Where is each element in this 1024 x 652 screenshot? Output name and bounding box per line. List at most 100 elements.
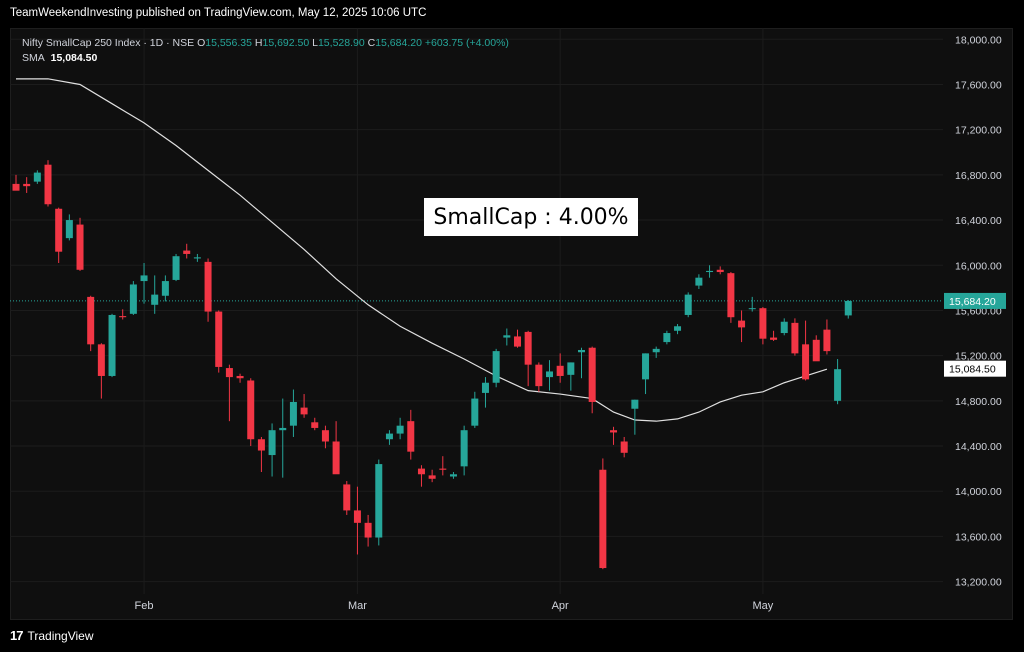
sma-value: 15,084.50 [50,52,98,64]
candle-body [97,344,105,376]
candle-body [716,269,724,273]
symbol-label: Nifty SmallCap 250 Index · 1D · NSE [22,37,195,49]
candle-body [76,224,84,270]
candle-body [706,270,714,273]
sma-price-badge [944,360,1006,377]
candle-body [65,220,73,239]
candle-body [108,314,116,376]
candle-body [513,336,521,347]
candle-body [247,380,255,440]
candle-body [567,362,575,375]
candle-body [642,353,650,380]
chart-area[interactable] [10,28,1013,620]
candle-body [193,257,201,259]
candle-body [503,335,511,338]
candle-body [23,183,31,187]
candle-body [780,321,788,334]
candle-body [151,294,159,305]
candle-body [695,277,703,286]
candle-body [140,275,148,282]
y-tick-label: 17,600.00 [955,79,1002,91]
candle-body [289,401,297,426]
candle-body [204,261,212,312]
candle-body [279,427,287,431]
candle-body [44,164,52,205]
candle-body [844,300,852,316]
candle-body [385,433,393,440]
candle-body [727,273,735,318]
annotation-box: SmallCap : 4.00% [424,198,638,236]
tradingview-brand: TradingView [27,628,94,643]
sma-line [16,78,828,422]
y-tick-label: 18,000.00 [955,34,1002,46]
open-value: 15,556.35 [205,37,252,49]
close-label: C [367,37,376,49]
y-tick-label: 16,800.00 [955,170,1002,182]
candle-body [823,329,831,352]
candle-body [802,344,810,380]
candle-body [332,441,340,475]
candle-body [631,399,639,409]
candle-body [535,364,543,387]
candle-body [343,484,351,511]
candle-body [428,475,436,479]
candle-body [599,469,607,569]
candle-body [364,522,372,538]
candle-body [663,333,671,343]
sma-label: SMA [22,52,45,64]
high-label: H [254,37,263,49]
candle-body [620,441,628,453]
candle-body [417,468,425,475]
candle-body [87,296,95,345]
candle-body [812,339,820,362]
candle-body [471,398,479,426]
candle-body [684,294,692,315]
sma-price-text: 15,084.50 [949,364,996,376]
candle-body [375,464,383,538]
candle-body [129,284,137,314]
candle-body [268,430,276,456]
candle-body [161,281,169,296]
y-tick-label: 14,800.00 [955,396,1002,408]
candle-body [119,316,127,318]
last-price-badge [944,292,1006,309]
candle-body [652,348,660,353]
x-tick-label: May [753,600,774,612]
candle-body [236,375,244,379]
sma-legend: SMA 15,084.50 [22,52,97,64]
change-value: +603.75 (+4.00%) [424,37,509,49]
candle-body [524,331,532,365]
ohlc-legend: Nifty SmallCap 250 Index · 1D · NSE O15,… [22,37,509,49]
y-tick-label: 16,000.00 [955,260,1002,272]
candle-body [407,421,415,452]
candle-body [257,439,265,451]
published-header: TeamWeekendInvesting published on Tradin… [10,7,427,19]
candle-body [588,347,596,402]
candle-body [300,407,308,415]
x-tick-label: Feb [135,600,154,612]
candle-body [311,422,319,428]
candle-body [460,430,468,467]
open-label: O [197,37,206,49]
candle-body [439,468,447,470]
candle-body [546,371,553,378]
candle-body [55,208,63,252]
candle-body [770,337,778,340]
y-tick-label: 13,200.00 [955,577,1002,589]
tradingview-footer: 17 TradingView [10,628,94,643]
candle-body [33,172,41,182]
candle-body [183,250,191,254]
candle-body [321,430,329,442]
candle-body [738,320,746,328]
close-value: 15,684.20 [375,37,422,49]
y-tick-label: 14,400.00 [955,441,1002,453]
y-tick-label: 17,200.00 [955,125,1002,137]
candle-body [578,349,586,353]
candle-body [449,474,457,477]
candle-body [674,326,682,331]
low-label: L [312,37,318,49]
candle-body [481,382,489,393]
high-value: 15,692.50 [262,37,310,49]
tradingview-logo-icon: 17 [10,628,24,643]
